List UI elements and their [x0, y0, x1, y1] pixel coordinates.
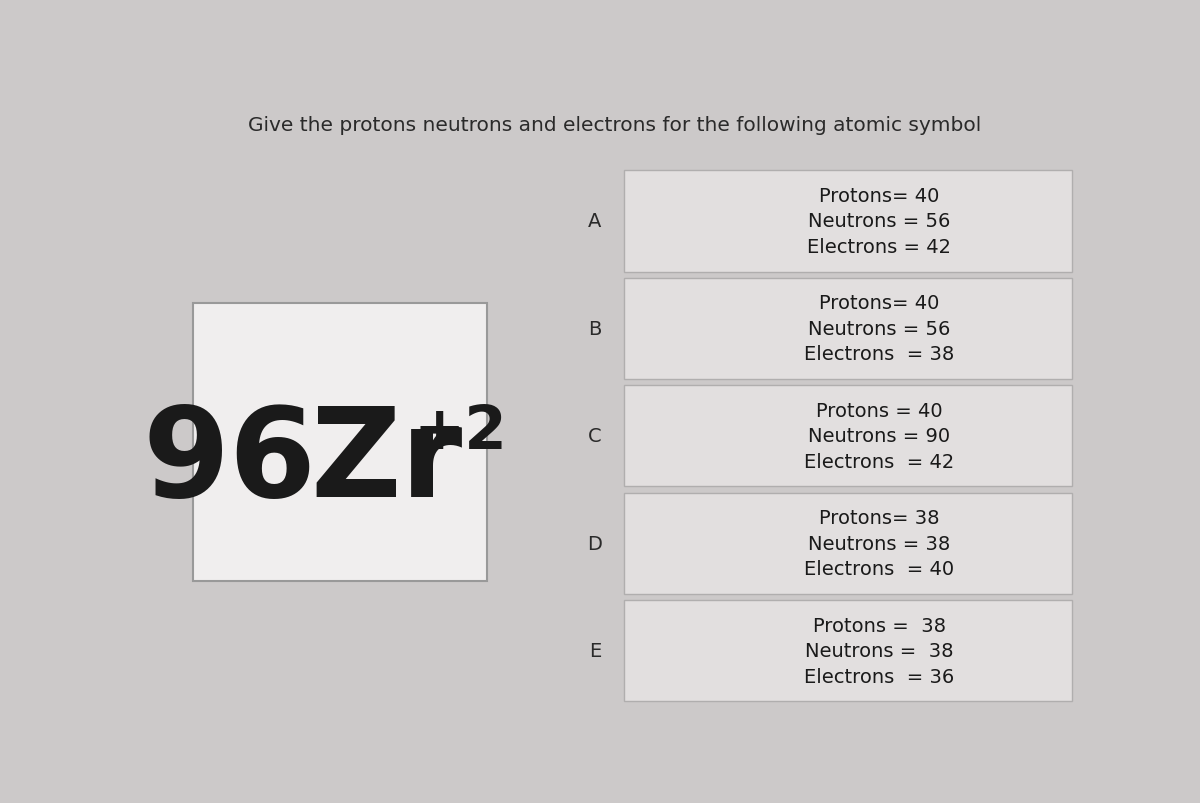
FancyBboxPatch shape: [624, 171, 1073, 272]
FancyBboxPatch shape: [624, 601, 1073, 702]
Text: Neutrons =  38: Neutrons = 38: [805, 642, 954, 661]
FancyBboxPatch shape: [624, 279, 1073, 380]
FancyBboxPatch shape: [624, 493, 1073, 594]
Text: Neutrons = 56: Neutrons = 56: [808, 320, 950, 338]
Text: Electrons  = 38: Electrons = 38: [804, 344, 954, 364]
Text: Neutrons = 38: Neutrons = 38: [808, 534, 950, 553]
Text: Zr: Zr: [311, 402, 462, 522]
Text: Neutrons = 56: Neutrons = 56: [808, 212, 950, 231]
Text: Electrons  = 42: Electrons = 42: [804, 452, 954, 471]
Text: Protons= 40: Protons= 40: [820, 294, 940, 313]
Text: +2: +2: [413, 403, 506, 462]
Text: E: E: [589, 642, 601, 661]
FancyBboxPatch shape: [193, 304, 487, 581]
Text: 96: 96: [143, 402, 317, 522]
Text: Electrons  = 40: Electrons = 40: [804, 560, 954, 578]
Text: Protons =  38: Protons = 38: [812, 616, 946, 635]
Text: Electrons = 42: Electrons = 42: [808, 238, 952, 256]
Text: Neutrons = 90: Neutrons = 90: [809, 426, 950, 446]
Text: Protons= 38: Protons= 38: [820, 509, 940, 528]
FancyBboxPatch shape: [624, 385, 1073, 487]
Text: D: D: [588, 534, 602, 553]
Text: C: C: [588, 426, 601, 446]
Text: B: B: [588, 320, 601, 338]
Text: Protons = 40: Protons = 40: [816, 402, 942, 421]
Text: Electrons  = 36: Electrons = 36: [804, 666, 954, 686]
Text: Give the protons neutrons and electrons for the following atomic symbol: Give the protons neutrons and electrons …: [248, 116, 982, 135]
Text: Protons= 40: Protons= 40: [820, 187, 940, 206]
Text: A: A: [588, 212, 601, 231]
